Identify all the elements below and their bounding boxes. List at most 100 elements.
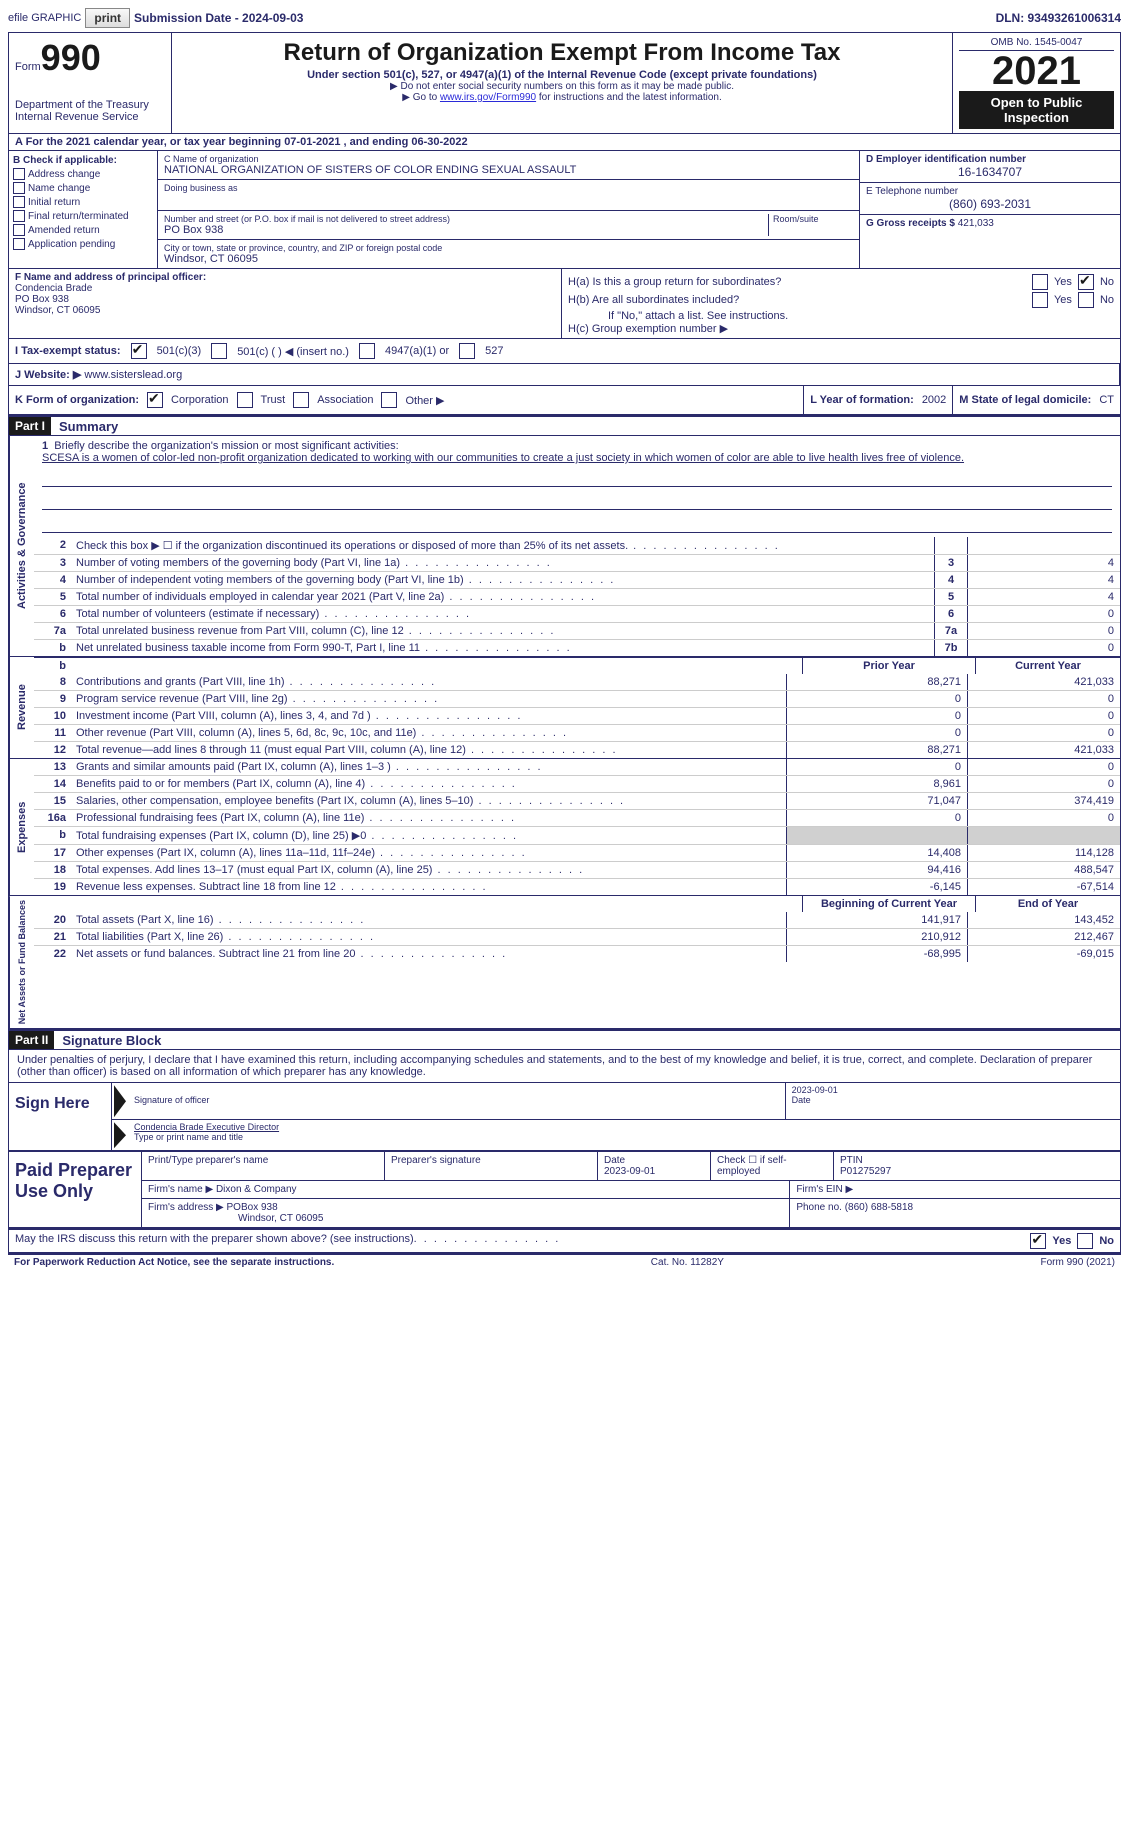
sig-officer-label: Signature of officer <box>134 1095 209 1105</box>
summary-line: bTotal fundraising expenses (Part IX, co… <box>34 826 1120 844</box>
form-label: Form <box>15 61 41 73</box>
summary-line: 14Benefits paid to or for members (Part … <box>34 775 1120 792</box>
top-toolbar: efile GRAPHIC print Submission Date - 20… <box>8 8 1121 28</box>
ha-no[interactable] <box>1078 274 1094 290</box>
tel: (860) 693-2031 <box>866 197 1114 211</box>
prep-print-label: Print/Type preparer's name <box>148 1155 268 1166</box>
m-label: M State of legal domicile: <box>959 394 1091 406</box>
summary-line: 4Number of independent voting members of… <box>34 571 1120 588</box>
hb-yes[interactable] <box>1032 292 1048 308</box>
chk-corp[interactable] <box>147 392 163 408</box>
chk-4947[interactable] <box>359 343 375 359</box>
firm-ein-label: Firm's EIN ▶ <box>796 1184 853 1195</box>
l-val: 2002 <box>922 394 946 406</box>
discuss-no[interactable] <box>1077 1233 1093 1249</box>
dln: DLN: 93493261006314 <box>996 11 1121 25</box>
summary-line: 6Total number of volunteers (estimate if… <box>34 605 1120 622</box>
chk-pending[interactable] <box>13 238 25 250</box>
firm-addr: POBox 938 <box>227 1202 278 1213</box>
prep-date-label: Date <box>604 1155 625 1166</box>
mission-num: 1 <box>42 440 48 452</box>
col-c: C Name of organization NATIONAL ORGANIZA… <box>158 151 859 268</box>
col-b-title: B Check if applicable: <box>13 155 153 166</box>
firm-name-label: Firm's name ▶ <box>148 1184 213 1195</box>
part-ii-title: Signature Block <box>54 1033 161 1048</box>
efile-label: efile GRAPHIC <box>8 12 81 24</box>
chk-address[interactable] <box>13 168 25 180</box>
summary-line: 22Net assets or fund balances. Subtract … <box>34 945 1120 962</box>
chk-527[interactable] <box>459 343 475 359</box>
firm-city: Windsor, CT 06095 <box>148 1213 323 1224</box>
form-footer: Form 990 (2021) <box>1041 1257 1115 1268</box>
chk-amended[interactable] <box>13 224 25 236</box>
print-button[interactable]: print <box>85 8 130 28</box>
j-label: J Website: ▶ <box>15 369 81 381</box>
firm-name: Dixon & Company <box>216 1184 297 1195</box>
col-b: B Check if applicable: Address change Na… <box>9 151 158 268</box>
tax-year: 2021 <box>959 51 1114 91</box>
vtab-net: Net Assets or Fund Balances <box>9 896 34 1028</box>
chk-trust[interactable] <box>237 392 253 408</box>
summary-line: 19Revenue less expenses. Subtract line 1… <box>34 878 1120 895</box>
summary-line: 18Total expenses. Add lines 13–17 (must … <box>34 861 1120 878</box>
sign-here: Sign Here <box>9 1083 112 1150</box>
summary-line: 8Contributions and grants (Part VIII, li… <box>34 674 1120 690</box>
form-title: Return of Organization Exempt From Incom… <box>178 39 946 67</box>
officer-city: Windsor, CT 06095 <box>15 305 555 316</box>
col-f: F Name and address of principal officer:… <box>9 269 562 338</box>
part-i-hdr: Part I <box>9 417 51 435</box>
officer-label: F Name and address of principal officer: <box>15 272 555 283</box>
chk-501c3[interactable] <box>131 343 147 359</box>
summary-line: 17Other expenses (Part IX, column (A), l… <box>34 844 1120 861</box>
summary-line: 20Total assets (Part X, line 16)141,9171… <box>34 912 1120 928</box>
summary-line: 16aProfessional fundraising fees (Part I… <box>34 809 1120 826</box>
form-container: Form990 Department of the Treasury Inter… <box>8 32 1121 1253</box>
chk-name[interactable] <box>13 182 25 194</box>
hb-note: If "No," attach a list. See instructions… <box>568 310 1114 322</box>
mission-label: Briefly describe the organization's miss… <box>54 440 398 452</box>
ein: 16-1634707 <box>866 165 1114 179</box>
col-d: D Employer identification number 16-1634… <box>859 151 1120 268</box>
hc-label: H(c) Group exemption number ▶ <box>568 322 1114 335</box>
inspection-label: Open to Public Inspection <box>959 91 1114 129</box>
chk-initial[interactable] <box>13 196 25 208</box>
summary-line: bNet unrelated business taxable income f… <box>34 639 1120 656</box>
phone: (860) 688-5818 <box>845 1202 913 1213</box>
irs-link[interactable]: www.irs.gov/Form990 <box>440 92 536 103</box>
ha-yes[interactable] <box>1032 274 1048 290</box>
chk-501c[interactable] <box>211 343 227 359</box>
l-label: L Year of formation: <box>810 394 914 406</box>
discuss-yes[interactable] <box>1030 1233 1046 1249</box>
vtab-exp: Expenses <box>9 759 34 895</box>
ptin: P01275297 <box>840 1166 891 1177</box>
officer-name: Condencia Brade <box>15 283 555 294</box>
submission-date: Submission Date - 2024-09-03 <box>134 11 303 25</box>
room-label: Room/suite <box>768 214 853 236</box>
dept-label: Department of the Treasury Internal Reve… <box>15 99 165 123</box>
ssn-note: ▶ Do not enter social security numbers o… <box>178 81 946 92</box>
paid-preparer: Paid Preparer Use Only <box>9 1152 142 1227</box>
part-i-title: Summary <box>51 419 118 434</box>
form-subtitle: Under section 501(c), 527, or 4947(a)(1)… <box>178 69 946 81</box>
street-label: Number and street (or P.O. box if mail i… <box>164 214 768 224</box>
i-label: I Tax-exempt status: <box>15 345 121 357</box>
goto-note: ▶ Go to www.irs.gov/Form990 for instruct… <box>178 92 946 103</box>
part-ii-hdr: Part II <box>9 1031 54 1049</box>
prep-check-label: Check ☐ if self-employed <box>717 1155 787 1177</box>
pra-notice: For Paperwork Reduction Act Notice, see … <box>14 1257 334 1268</box>
penalty-text: Under penalties of perjury, I declare th… <box>9 1050 1120 1082</box>
street: PO Box 938 <box>164 224 768 236</box>
org-name: NATIONAL ORGANIZATION OF SISTERS OF COLO… <box>164 164 853 176</box>
row-i: I Tax-exempt status: 501(c)(3) 501(c) ( … <box>9 338 1120 363</box>
chk-other[interactable] <box>381 392 397 408</box>
row-a: A For the 2021 calendar year, or tax yea… <box>9 134 1120 151</box>
current-hdr: Current Year <box>975 658 1120 674</box>
hb-no[interactable] <box>1078 292 1094 308</box>
form-number-cell: Form990 Department of the Treasury Inter… <box>9 33 172 133</box>
summary-line: 5Total number of individuals employed in… <box>34 588 1120 605</box>
summary-line: 3Number of voting members of the governi… <box>34 554 1120 571</box>
chk-final[interactable] <box>13 210 25 222</box>
chk-assoc[interactable] <box>293 392 309 408</box>
officer-street: PO Box 938 <box>15 294 555 305</box>
summary-line: 21Total liabilities (Part X, line 26)210… <box>34 928 1120 945</box>
